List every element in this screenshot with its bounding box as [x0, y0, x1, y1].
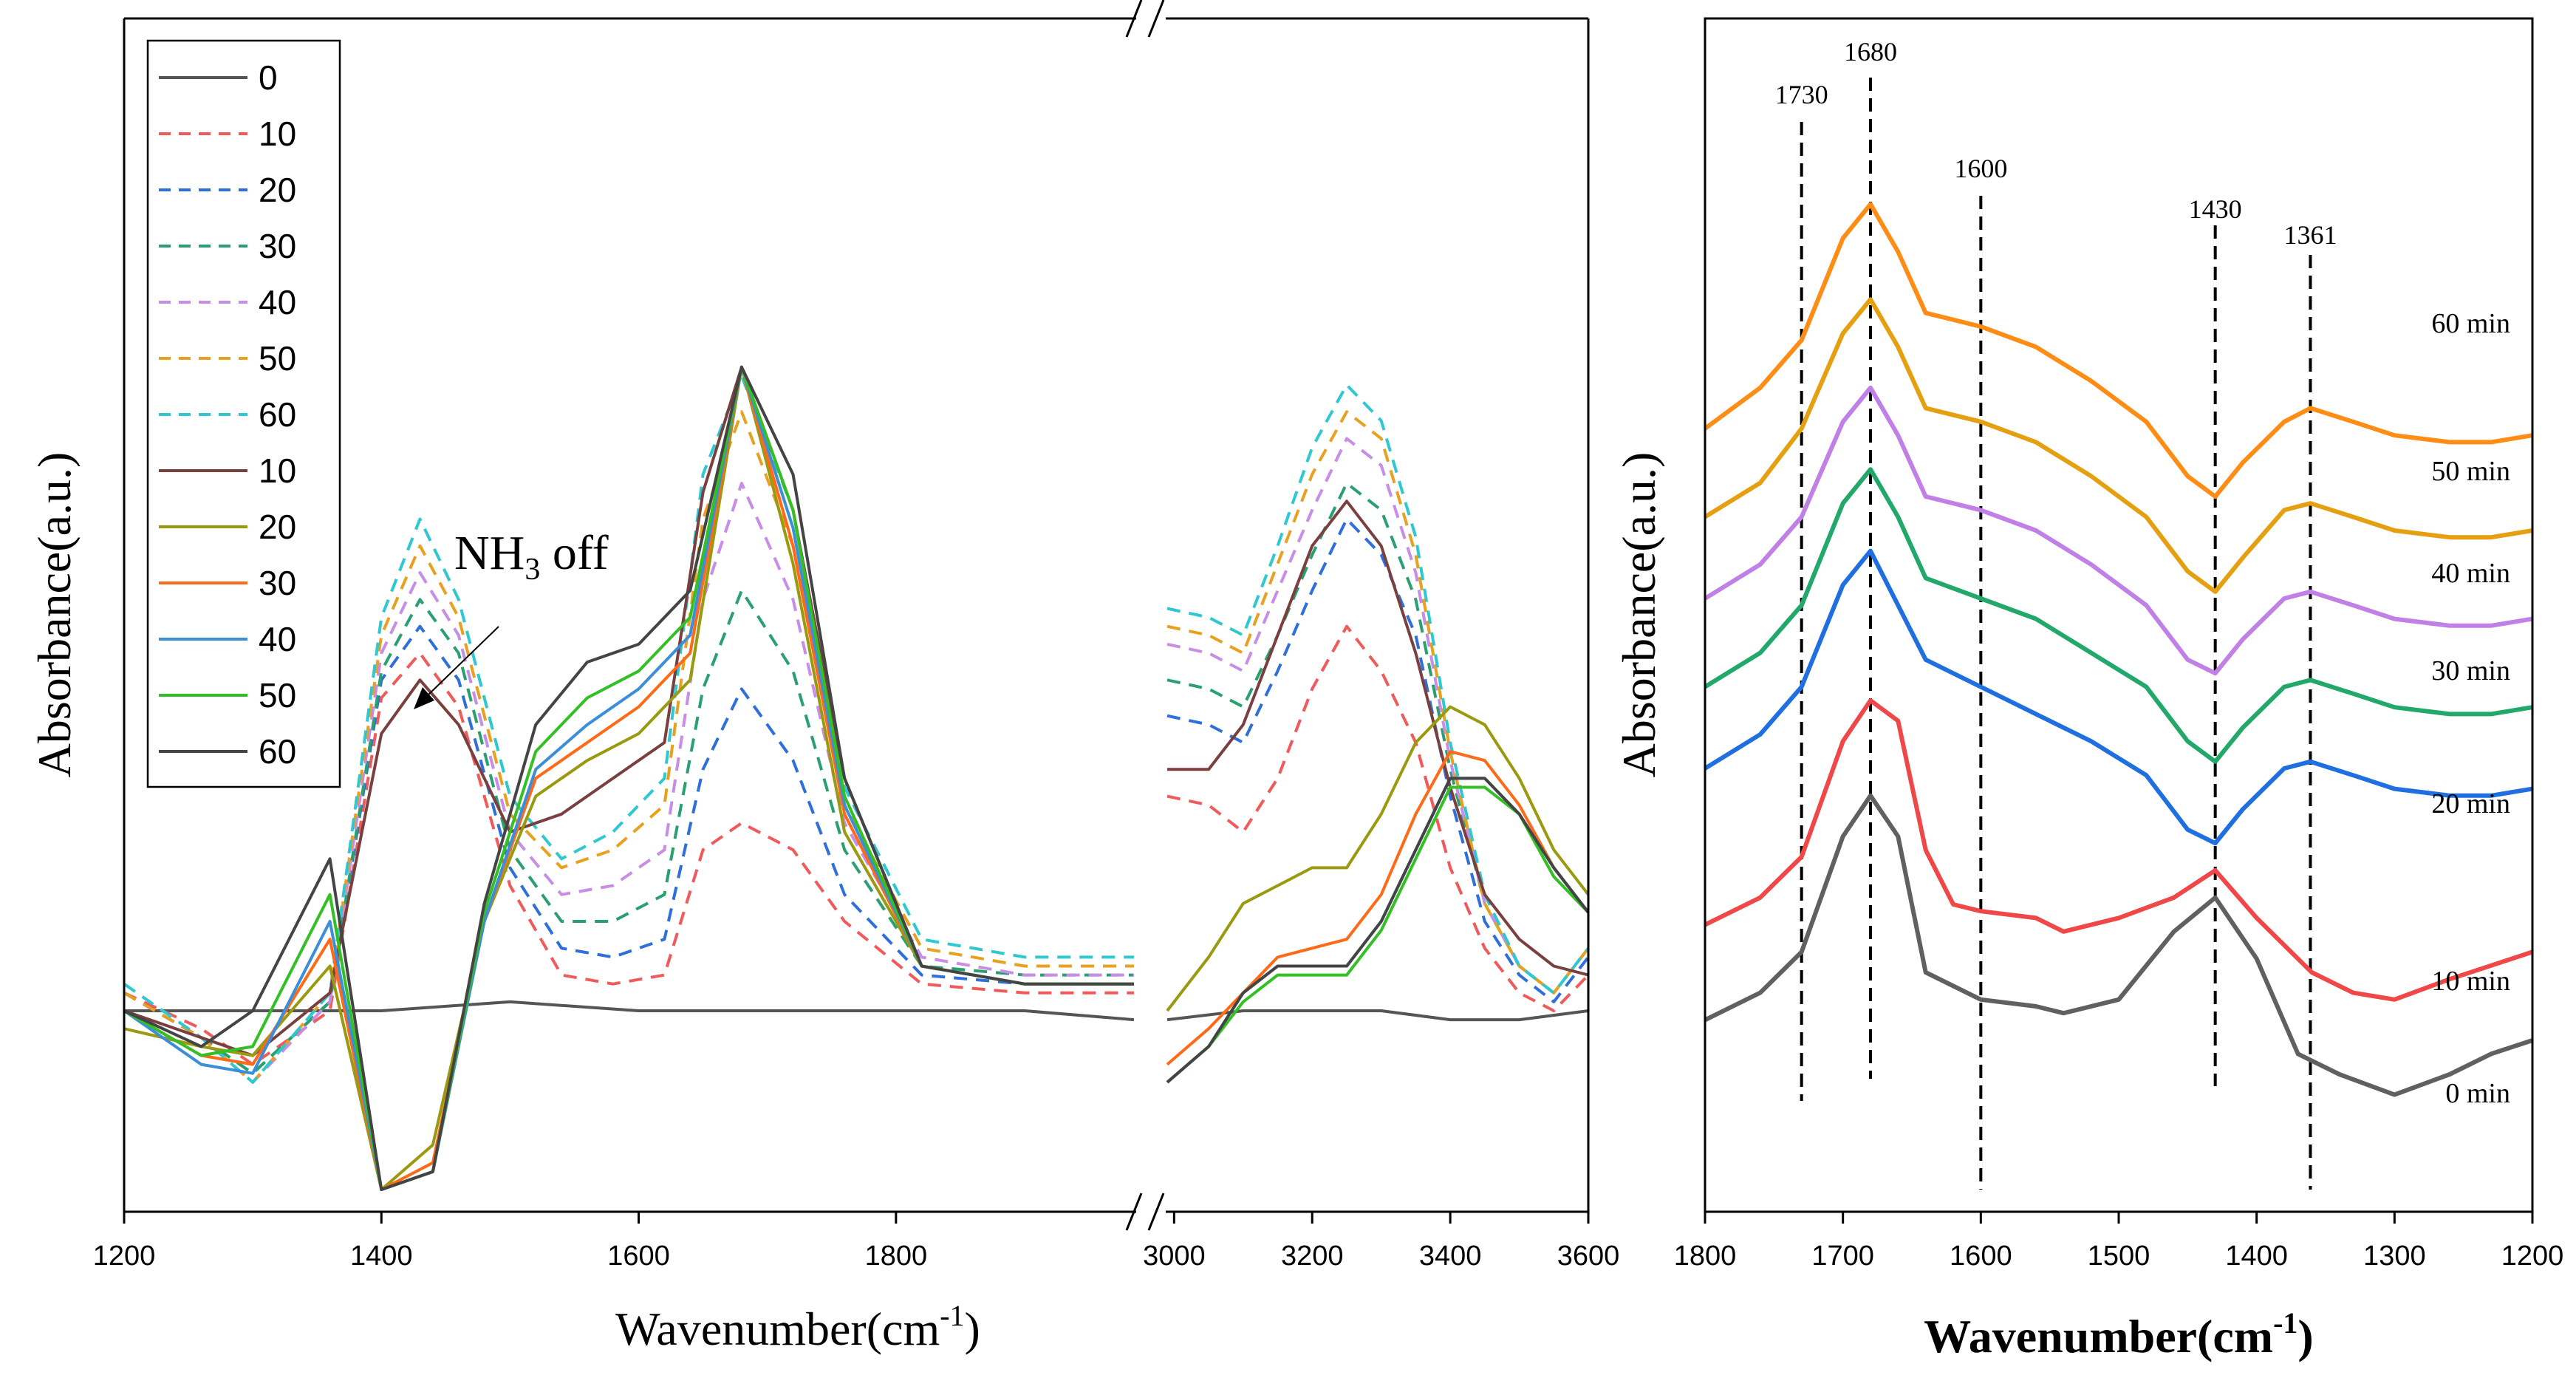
right-peak-lines: 1730 1680 1600 1430 1361 — [1775, 37, 2337, 1190]
left-series-line-9-seg1 — [123, 365, 1134, 1191]
left-series-line-8-seg1 — [123, 365, 1134, 1191]
left-series-line-4-seg1 — [123, 482, 1134, 1084]
left-tick-label: 3000 — [1143, 1241, 1206, 1272]
right-tick-label: 1200 — [2501, 1241, 2564, 1272]
left-series-line-4-seg2 — [1166, 437, 1590, 995]
left-y-axis-title: Absorbance(a.u.) — [28, 452, 81, 778]
legend-label: 40 — [259, 283, 296, 321]
legend-label: 50 — [259, 676, 296, 714]
right-x-ticks: 1800 1700 1600 1500 1400 1300 1200 — [1674, 1212, 2564, 1272]
right-tick-label: 1500 — [2088, 1241, 2150, 1272]
left-series-line-0-seg1 — [124, 1000, 1135, 1022]
legend-label: 30 — [259, 564, 296, 602]
right-series-line-4 — [1704, 385, 2533, 676]
peak-label-1680: 1680 — [1844, 37, 1897, 66]
right-series-label: 0 min — [2445, 1078, 2510, 1109]
annotation-arrow-line — [426, 626, 499, 697]
legend-label: 40 — [259, 620, 296, 658]
right-series-line-1 — [1704, 698, 2533, 1002]
left-series-line-5-seg1 — [123, 410, 1134, 1084]
left-tick-label: 3600 — [1557, 1241, 1620, 1272]
right-series-line-0 — [1704, 793, 2533, 1097]
legend-label: 20 — [259, 508, 296, 546]
legend-label: 10 — [259, 115, 296, 153]
left-series-line-11-seg1 — [123, 365, 1134, 1191]
left-x-ticks: 1200 1400 1600 1800 3000 3200 3400 3600 — [93, 1212, 1620, 1272]
right-series-line-2 — [1704, 548, 2533, 846]
legend-label: 20 — [259, 171, 296, 209]
right-series-line-6 — [1704, 202, 2533, 499]
peak-label-1361: 1361 — [2283, 220, 2337, 250]
right-tick-label: 1700 — [1811, 1241, 1874, 1272]
break-mark-bottom-2 — [1147, 1193, 1165, 1231]
left-series-line-2-seg1 — [123, 624, 1134, 1075]
left-series-line-1-seg1 — [123, 652, 1134, 1066]
left-axes-frame — [123, 17, 1590, 1213]
peak-label-1730: 1730 — [1775, 80, 1828, 109]
nh3-off-annotation: NH3 off — [414, 526, 609, 709]
left-tick-label: 1400 — [350, 1241, 413, 1272]
break-mark-top-2 — [1147, 0, 1165, 38]
break-mark-bottom-1 — [1125, 1193, 1143, 1231]
right-series-label: 10 min — [2431, 966, 2510, 997]
annotation-arrowhead — [414, 687, 434, 709]
peak-label-1430: 1430 — [2189, 194, 2242, 224]
legend-label: 30 — [259, 227, 296, 265]
left-axis-break-bottom — [1125, 1193, 1165, 1231]
right-y-axis-title: Absorbance(a.u.) — [1613, 452, 1665, 778]
left-axis-break-top — [1125, 0, 1165, 38]
legend: 0 10 20 30 40 50 60 10 20 30 40 50 60 — [146, 39, 341, 788]
left-tick-label: 3400 — [1419, 1241, 1482, 1272]
left-series-line-3-seg1 — [123, 589, 1134, 1075]
left-series-line-6-seg2 — [1166, 383, 1590, 995]
right-tick-label: 1600 — [1950, 1241, 2012, 1272]
right-series-label: 30 min — [2431, 655, 2510, 686]
legend-label: 60 — [259, 395, 296, 434]
right-tick-label: 1300 — [2363, 1241, 2426, 1272]
left-panel: 1200 1400 1600 1800 3000 3200 3400 3600 0 10 20 30… — [28, 0, 1619, 1355]
right-tick-label: 1400 — [2225, 1241, 2288, 1272]
right-series-label: 60 min — [2431, 308, 2510, 339]
break-mark-top-1 — [1125, 0, 1143, 38]
left-tick-label: 1200 — [93, 1241, 156, 1272]
right-tick-label: 1800 — [1674, 1241, 1737, 1272]
left-x-axis-title: Wavenumber(cm-1) — [615, 1299, 980, 1355]
right-series-line-3 — [1704, 467, 2533, 764]
left-series-line-2-seg2 — [1166, 517, 1590, 1003]
left-tick-label: 3200 — [1281, 1241, 1344, 1272]
left-series-line-5-seg2 — [1166, 410, 1590, 995]
legend-items: 0 10 20 30 40 50 60 10 20 30 40 50 60 — [159, 58, 296, 771]
right-series-label: 20 min — [2431, 788, 2510, 819]
peak-label-1600: 1600 — [1954, 154, 2007, 183]
left-series-line-12-seg1 — [123, 365, 1134, 1191]
left-series-group — [123, 365, 1590, 1191]
annotation-text: NH3 off — [454, 526, 609, 587]
left-series-line-7-seg2 — [1167, 499, 1589, 977]
right-series-line-5 — [1704, 297, 2533, 594]
right-series-group: 0 min 10 min 20 min 30 min 40 min 50 min 60 mi… — [1704, 202, 2533, 1109]
right-x-axis-title: Wavenumber(cm-1) — [1924, 1306, 2313, 1362]
left-series-line-10-seg1 — [123, 365, 1134, 1191]
right-series-label: 50 min — [2431, 456, 2510, 487]
left-series-line-12-seg2 — [1166, 777, 1590, 1084]
legend-label: 50 — [259, 339, 296, 378]
right-series-label: 40 min — [2431, 558, 2510, 589]
left-series-line-0-seg2 — [1166, 1009, 1589, 1022]
left-tick-label: 1600 — [607, 1241, 670, 1272]
left-tick-label: 1800 — [865, 1241, 928, 1272]
legend-label: 10 — [259, 451, 296, 490]
legend-label: 0 — [259, 58, 278, 97]
left-series-line-8-seg2 — [1166, 705, 1590, 1012]
legend-label: 60 — [259, 732, 296, 771]
right-panel: 1730 1680 1600 1430 1361 0 min 10 min 20 min 30… — [1613, 17, 2564, 1362]
